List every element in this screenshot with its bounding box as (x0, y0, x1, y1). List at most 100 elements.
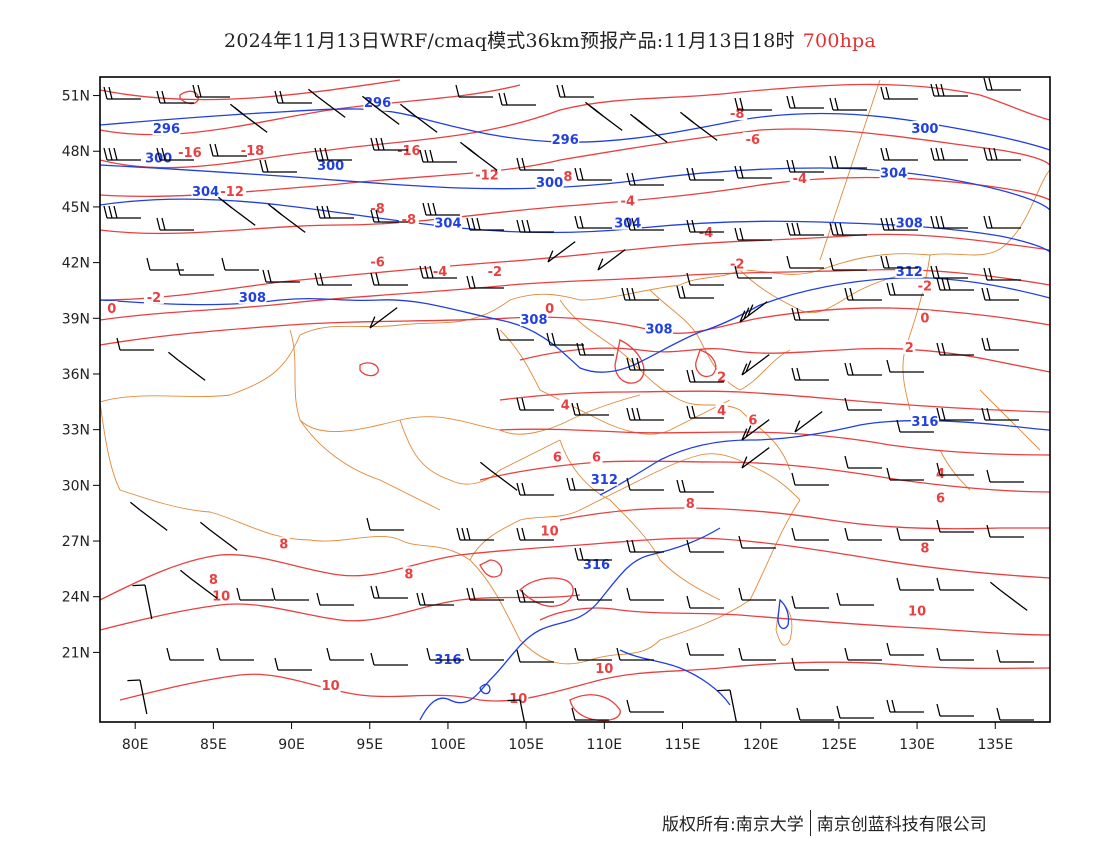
wind-barb (626, 217, 664, 231)
height-label: 300 (911, 122, 938, 137)
wind-barb (936, 519, 974, 533)
wind-barb (981, 337, 1019, 351)
height-label: 300 (536, 176, 563, 191)
wind-barb (936, 277, 974, 291)
temperature-label-bg (320, 677, 341, 692)
temperature-label: -2 (730, 257, 744, 272)
temperature-label: -8 (730, 107, 744, 122)
temperature-label: -6 (746, 133, 760, 148)
wind-barb (930, 147, 968, 161)
height-label: 312 (896, 265, 923, 280)
wind-barb (556, 84, 594, 98)
temperature-label: 6 (748, 413, 757, 428)
wind-barb (983, 77, 1021, 91)
wind-barb (983, 267, 1021, 281)
height-label: 316 (583, 558, 610, 573)
wind-barb (686, 167, 724, 181)
wind-barb (217, 196, 256, 226)
wind-barb (466, 647, 504, 661)
y-tick-label: 45N (62, 200, 90, 216)
temperature-label-bg (473, 167, 502, 182)
height-label-bg (316, 158, 345, 173)
temperature-label-bg (918, 540, 931, 555)
wind-barb (936, 342, 974, 356)
temperature-label-bg (543, 301, 556, 316)
temperature-label-bg (277, 536, 290, 551)
wind-barb (507, 699, 526, 722)
wind-barb (886, 467, 924, 481)
wind-barb (791, 367, 829, 381)
wind-barb (626, 407, 664, 421)
wind-barb (566, 477, 604, 491)
temperature-label-bg (918, 310, 931, 325)
temperature-label: -16 (178, 146, 202, 161)
x-tick-label: 110E (587, 737, 623, 753)
wind-barb (516, 397, 554, 411)
wind-barb (896, 419, 934, 433)
temperature-label-bg (934, 490, 947, 505)
wind-barb (221, 257, 259, 271)
wind-barb (516, 157, 554, 171)
temperature-label: 10 (212, 590, 230, 605)
y-tick-label: 48N (62, 144, 90, 160)
temperature-label: 0 (107, 302, 116, 317)
temperature-label: 10 (908, 605, 926, 620)
temperature-label-bg (617, 193, 638, 208)
height-label: 304 (880, 167, 907, 182)
wind-barb (546, 332, 584, 346)
temperature-label: 0 (920, 311, 929, 326)
height-label-bg (144, 150, 173, 165)
height-label: 300 (145, 152, 172, 167)
wind-barb (456, 527, 494, 541)
wind-barb (686, 219, 724, 233)
wind-barb (686, 369, 724, 383)
y-tick-label: 21N (62, 645, 90, 661)
wind-barb (686, 272, 724, 286)
height-label: 308 (520, 313, 547, 328)
temperature-label: -2 (147, 291, 161, 306)
temperature-label: 2 (905, 341, 914, 356)
wind-barb (717, 689, 738, 722)
wind-barb (626, 539, 664, 553)
temperature-label-bg (367, 200, 388, 215)
height-label-bg (590, 471, 619, 486)
wind-barb (262, 269, 300, 283)
height-label-bg (910, 414, 939, 429)
temperature-label-bg (907, 603, 928, 618)
temperature-label: 6 (592, 451, 601, 466)
temperature-label-bg (934, 466, 947, 481)
temperature-label-bg (207, 572, 220, 587)
temperature-label-bg (143, 289, 164, 304)
height-label: 300 (317, 159, 344, 174)
wind-barb (886, 642, 924, 656)
temperature-label: -12 (220, 185, 244, 200)
wind-barb (936, 647, 974, 661)
height-label: 296 (552, 133, 579, 148)
wind-barb (267, 203, 306, 233)
temperature-label: 10 (322, 679, 340, 694)
wind-barb (786, 159, 824, 173)
wind-barb (316, 592, 354, 606)
wind-barb (366, 517, 404, 531)
wind-barb (844, 287, 882, 301)
wind-barb (179, 569, 218, 599)
x-tick-label: 80E (122, 737, 149, 753)
wind-barb (466, 275, 504, 289)
x-tick-label: 105E (508, 737, 544, 753)
temperature-label-bg (105, 301, 118, 316)
temperature-label-bg (175, 145, 204, 160)
temperature-label: -2 (918, 280, 932, 295)
temperature-label: 8 (920, 541, 929, 556)
wind-barb (930, 83, 968, 97)
wind-barb (571, 402, 609, 416)
x-tick-label: 115E (665, 737, 701, 753)
height-label-bg (152, 120, 181, 135)
wind-barb (989, 581, 1028, 611)
wind-barb (936, 407, 974, 421)
temperature-label-bg (684, 495, 697, 510)
height-label-bg (910, 120, 939, 135)
y-tick-label: 27N (62, 534, 90, 550)
wind-barb (498, 92, 536, 106)
wind-barb (686, 642, 724, 656)
wind-barb (886, 699, 924, 713)
